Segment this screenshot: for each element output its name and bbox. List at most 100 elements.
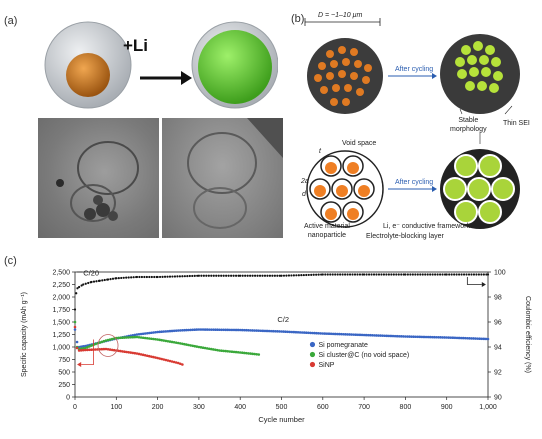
si-cluster-c-no-void-space-point (199, 346, 203, 349)
si-pomegranate-point (379, 334, 382, 337)
tem-image-before (38, 118, 159, 238)
si-pomegranate-point (385, 334, 389, 338)
si-pomegranate-point (408, 335, 411, 338)
coulombic-efficiency-point (406, 273, 409, 276)
si-pomegranate-point (472, 337, 475, 340)
si-cluster-c-no-void-space-point (207, 347, 211, 351)
coulombic-efficiency-point (80, 284, 83, 287)
coulombic-efficiency-point (78, 285, 81, 289)
legend-label: SiNP (318, 362, 334, 369)
legend-marker (309, 341, 316, 348)
capacity-axis-arrow (81, 339, 94, 365)
coulombic-efficiency-point (370, 273, 373, 276)
si-cluster-c-no-void-space-point (220, 349, 223, 352)
coulombic-efficiency-point (241, 274, 244, 277)
si-pomegranate-point (387, 334, 391, 338)
si-cluster-c-no-void-space-point (185, 343, 188, 346)
sinp-point (102, 347, 106, 351)
si-cluster-c-no-void-space-point (94, 342, 97, 346)
coulombic-efficiency-point (348, 273, 352, 276)
sinp-point (181, 363, 184, 366)
si-pomegranate-point (455, 336, 459, 340)
after-cycling-bottom-label: After cycling (395, 179, 434, 186)
si-pomegranate-point (391, 334, 395, 338)
coulombic-efficiency-point (457, 273, 461, 276)
si-pomegranate-point (478, 337, 482, 340)
sinp-point (174, 361, 178, 364)
si-pomegranate-point (170, 329, 174, 333)
coulombic-efficiency-point (220, 274, 223, 277)
coulombic-efficiency-point (205, 274, 208, 277)
y-tick-label: 1,000 (52, 345, 70, 352)
coulombic-efficiency-point (434, 273, 437, 276)
si-cluster-c-no-void-space-point (141, 336, 145, 340)
si-pomegranate-point (377, 334, 380, 337)
coulombic-efficiency-point (438, 273, 442, 276)
si-pomegranate-point (317, 332, 320, 335)
si-pomegranate-point (315, 331, 318, 335)
si-cluster-c-no-void-space-point (156, 338, 159, 341)
sinp-point (170, 360, 174, 363)
si-cluster-c-no-void-space-point (143, 336, 147, 340)
si-pomegranate-point (360, 333, 364, 337)
y-axis-label: Specific capacity (mAh g⁻¹) (21, 292, 28, 377)
coulombic-efficiency-point (212, 274, 215, 277)
coulombic-efficiency-point (115, 277, 118, 280)
x-tick-label: 700 (358, 404, 370, 411)
tem-image-after (162, 118, 283, 238)
sinp-point (137, 352, 141, 356)
si-cluster-c-no-void-space-point (145, 336, 149, 340)
coulombic-efficiency-point (404, 273, 407, 276)
si-pomegranate-point (280, 330, 283, 333)
coulombic-efficiency-point (249, 274, 252, 277)
sinp-point (154, 356, 157, 359)
si-pomegranate-point (453, 336, 457, 340)
si-pomegranate-point (230, 328, 234, 332)
coulombic-efficiency-point (82, 283, 85, 286)
sinp-point (108, 348, 112, 351)
coulombic-efficiency-point (295, 274, 298, 277)
si-cluster-c-no-void-space-point (224, 349, 228, 353)
coulombic-efficiency-point (122, 276, 125, 279)
si-cluster-c-no-void-space-point (121, 336, 124, 339)
si-pomegranate-point (288, 330, 292, 334)
si-pomegranate-point (433, 335, 436, 339)
si-cluster-c-no-void-space-point (162, 339, 166, 342)
y-right-axis-label: Coulombic efficiency (%) (524, 296, 531, 373)
si-pomegranate-point (459, 336, 463, 340)
coulombic-efficiency-point (307, 273, 310, 277)
coulombic-efficiency-point (278, 274, 281, 277)
si-pomegranate-point (364, 333, 368, 337)
si-pomegranate-point (193, 328, 197, 331)
si-pomegranate-point (383, 334, 387, 338)
si-pomegranate-point (154, 330, 157, 334)
coulombic-efficiency-point (300, 274, 303, 277)
si-cluster-c-no-void-space-point (222, 349, 225, 353)
coulombic-efficiency-point (215, 274, 218, 277)
pomegranate-after (440, 34, 520, 114)
si-pomegranate-point (410, 335, 413, 338)
capacity-chart: 0 100 200 300 400 500 600 700 800 900 1,000 0 250 500… (21, 269, 531, 425)
si-cluster-c-no-void-space-point (84, 346, 87, 350)
si-pomegranate-point (249, 329, 252, 332)
coulombic-efficiency-point (329, 273, 332, 276)
sinp-point (172, 360, 176, 364)
si-pomegranate-point (327, 332, 331, 336)
y-right-tick-label: 98 (494, 295, 502, 302)
si-pomegranate-point (294, 330, 298, 334)
coulombic-efficiency-point (73, 308, 77, 311)
si-cluster-c-no-void-space-point (119, 336, 122, 340)
si-pomegranate-point (267, 329, 271, 333)
coulombic-efficiency-point (416, 273, 419, 276)
sinp-point (110, 348, 114, 352)
si-pomegranate-point (73, 328, 77, 331)
si-pomegranate-point (441, 336, 444, 339)
si-pomegranate-point (362, 333, 366, 337)
x-tick-label: 100 (110, 404, 122, 411)
si-pomegranate-point (276, 330, 279, 333)
si-pomegranate-point (75, 340, 79, 344)
si-pomegranate-point (271, 329, 275, 333)
si-pomegranate-point (257, 329, 261, 332)
si-pomegranate-point (152, 331, 155, 334)
si-pomegranate-point (212, 328, 215, 331)
